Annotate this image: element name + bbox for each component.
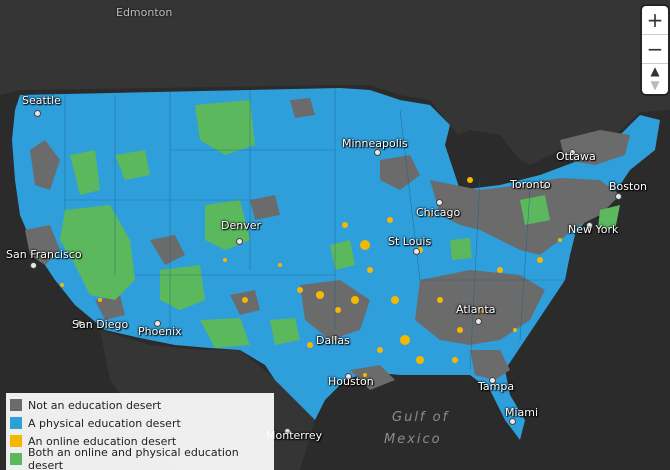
- zoom-in-button[interactable]: +: [642, 6, 668, 35]
- city-dot-denver: [236, 238, 243, 245]
- city-label-tampa: Tampa: [478, 380, 515, 393]
- city-label-atlanta: Atlanta: [456, 303, 496, 316]
- online-desert-regions: [60, 177, 562, 377]
- city-dot-phoenix: [154, 320, 161, 327]
- city-label-st-louis: St Louis: [388, 235, 432, 248]
- city-label-phoenix: Phoenix: [138, 325, 182, 338]
- city-dot-san-francisco: [30, 262, 37, 269]
- legend-swatch: [10, 435, 22, 447]
- city-label-san-diego: San Diego: [72, 318, 129, 331]
- city-label-chicago: Chicago: [416, 206, 461, 219]
- legend-item-physical-desert: A physical education desert: [10, 414, 270, 432]
- legend-swatch: [10, 399, 22, 411]
- legend-label: Not an education desert: [28, 398, 162, 412]
- state-borders: [64, 88, 565, 371]
- city-dot-ottawa: [569, 149, 576, 156]
- compass-south-icon: ▼: [650, 78, 660, 92]
- legend-item-not-desert: Not an education desert: [10, 396, 270, 414]
- city-dot-boston: [615, 193, 622, 200]
- city-dot-chicago: [436, 199, 443, 206]
- city-dot-st-louis: [413, 248, 420, 255]
- legend-swatch: [10, 453, 22, 465]
- city-dot-toronto: [542, 183, 549, 190]
- legend-label: Both an online and physical education de…: [28, 446, 239, 470]
- city-label-toronto: Toronto: [510, 178, 551, 191]
- canada-land: [0, 0, 670, 170]
- water-label-gulf-line2: Mexico: [384, 432, 442, 447]
- city-label-houston: Houston: [328, 375, 374, 388]
- city-label-monterrey: Monterrey: [266, 429, 323, 442]
- city-label-minneapolis: Minneapolis: [342, 137, 408, 150]
- legend-label: An online education desert: [28, 434, 177, 448]
- city-label-san-francisco: San Francisco: [6, 248, 82, 261]
- city-label-ottawa: Ottawa: [556, 150, 596, 163]
- both-desert-regions: [60, 100, 620, 348]
- city-dot-san-diego: [76, 320, 83, 327]
- compass-icon: ▲: [650, 64, 660, 78]
- city-dot-atlanta: [475, 318, 482, 325]
- city-label-new-york: New York: [568, 223, 619, 236]
- legend-item-online-desert: An online education desert: [10, 432, 270, 450]
- map-legend: Not an education desert A physical educa…: [6, 393, 274, 470]
- city-label-miami: Miami: [505, 406, 539, 419]
- water-label-gulf-line1: Gulf of: [392, 410, 450, 425]
- city-label-denver: Denver: [221, 219, 262, 232]
- city-label-dallas: Dallas: [316, 334, 350, 347]
- legend-swatch: [10, 417, 22, 429]
- city-label-edmonton: Edmonton: [116, 6, 173, 19]
- city-dot-dallas: [332, 335, 339, 342]
- city-dot-new-york: [586, 222, 593, 229]
- city-dot-seattle: [34, 110, 41, 117]
- city-label-seattle: Seattle: [22, 94, 61, 107]
- city-dot-tampa: [489, 377, 496, 384]
- legend-label: A physical education desert: [28, 416, 181, 430]
- legend-item-both-desert: Both an online and physical education de…: [10, 446, 270, 470]
- city-label-boston: Boston: [609, 180, 648, 193]
- zoom-control: + − ▲ ▼: [642, 6, 668, 94]
- city-dot-miami: [509, 418, 516, 425]
- city-dot-minneapolis: [374, 149, 381, 156]
- city-dot-monterrey: [284, 428, 291, 435]
- city-dot-houston: [345, 373, 352, 380]
- zoom-out-button[interactable]: −: [642, 35, 668, 64]
- compass-button[interactable]: ▲ ▼: [642, 64, 668, 94]
